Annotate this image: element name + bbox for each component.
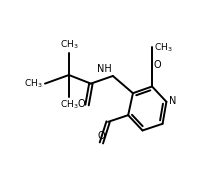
Text: O: O <box>98 131 105 141</box>
Text: NH: NH <box>97 64 111 74</box>
Text: CH$_3$: CH$_3$ <box>60 99 78 111</box>
Text: O: O <box>153 60 161 70</box>
Text: CH$_3$: CH$_3$ <box>154 42 173 55</box>
Text: N: N <box>169 96 176 106</box>
Text: O: O <box>77 99 85 109</box>
Text: CH$_3$: CH$_3$ <box>24 77 43 90</box>
Text: CH$_3$: CH$_3$ <box>60 39 78 51</box>
